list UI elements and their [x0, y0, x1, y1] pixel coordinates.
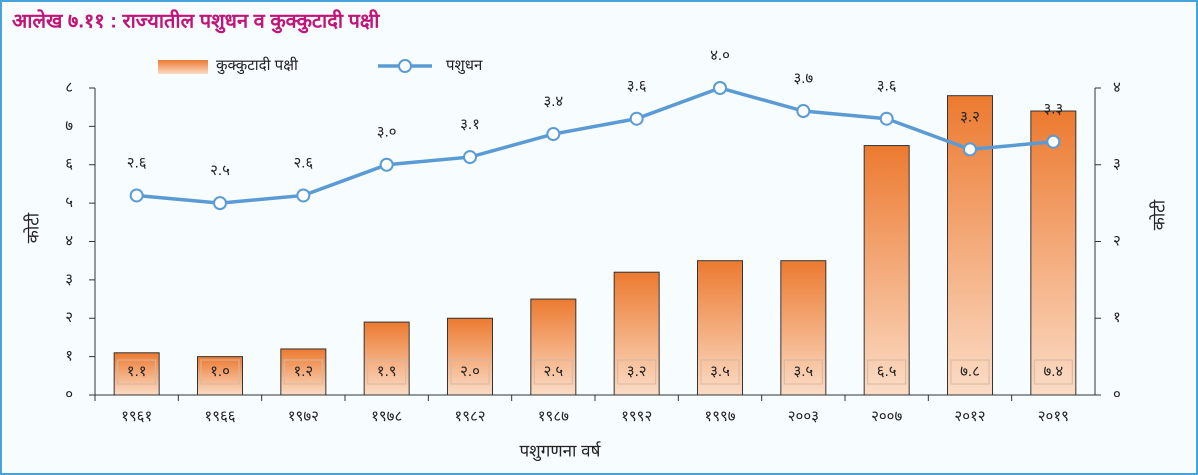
line-value-label: ३.७: [793, 70, 813, 87]
bar-label-box: [450, 359, 490, 385]
bar-label-box: [700, 359, 740, 385]
line-value-label: ३.६: [877, 78, 897, 95]
bar: [613, 271, 660, 396]
legend-label: कुक्कुटादी पक्षी: [216, 56, 299, 75]
y-tick-label: ४: [65, 232, 73, 249]
y2-tick-label: १: [1113, 309, 1121, 326]
bar-value-label: १.९: [377, 363, 397, 380]
line-marker: [629, 111, 644, 126]
line-value-label: ३.३: [1043, 101, 1063, 118]
bar: [697, 260, 743, 396]
y-axis-label: कोटी: [22, 212, 42, 243]
x-tick-label: १९८७: [538, 408, 569, 425]
bar: [947, 95, 993, 396]
y-tick-label: ६: [65, 156, 73, 173]
line-value-label: ३.६: [627, 78, 647, 95]
bar: [363, 321, 410, 396]
bar-value-label: ७.४: [1043, 363, 1063, 380]
x-tick-label: १९७२: [288, 408, 319, 425]
bar-label-box: [367, 359, 407, 385]
x-tick-label: २०१२: [954, 408, 985, 425]
bar-label-box: [617, 359, 657, 385]
legend-swatch: [158, 60, 208, 74]
bar: [447, 317, 493, 396]
y-tick-label: ३: [65, 271, 73, 288]
y2-tick-label: ०: [1113, 386, 1121, 403]
y-tick-label: ०: [65, 386, 73, 403]
line-marker: [296, 188, 311, 203]
y-tick-label: ७: [65, 117, 73, 134]
y-tick-label: १: [65, 348, 73, 365]
y-tick-label: ८: [65, 79, 73, 96]
bar: [197, 356, 243, 396]
x-tick-label: १९७८: [371, 408, 402, 425]
line-value-label: ३.१: [460, 116, 480, 133]
chart-title: आलेख ७.११ : राज्यातील पशुधन व कुक्कुटादी…: [12, 8, 380, 33]
line-marker: [546, 127, 561, 142]
bar-value-label: ३.२: [627, 363, 647, 380]
bar-label-box: [117, 359, 157, 385]
bar-value-label: १.२: [293, 363, 313, 380]
bar-value-label: १.०: [210, 363, 230, 380]
line-marker: [463, 150, 477, 165]
bar-value-label: ३.५: [793, 363, 813, 380]
line-marker: [1046, 134, 1061, 149]
line-value-label: २.५: [210, 162, 230, 179]
y2-tick-label: ३: [1113, 156, 1121, 173]
bar-label-box: [950, 359, 990, 385]
line-value-label: ३.०: [377, 124, 397, 141]
bar-label-box: [200, 359, 240, 385]
line-value-label: २.६: [127, 154, 147, 171]
line-marker: [963, 142, 977, 157]
line-marker: [713, 81, 727, 95]
x-tick-label: १९६६: [204, 408, 235, 425]
x-tick-label: १९९७: [704, 408, 735, 425]
bar-label-box: [1033, 359, 1073, 385]
bar-value-label: ६.५: [877, 363, 897, 380]
bar-value-label: ३.५: [710, 363, 730, 380]
line-marker: [213, 196, 227, 211]
bar-value-label: २.५: [543, 363, 563, 380]
legend-marker: [398, 59, 412, 73]
line-marker: [879, 111, 894, 126]
bar-label-box: [867, 359, 907, 385]
line-value-label: २.६: [293, 154, 313, 171]
y2-tick-label: २: [1113, 232, 1121, 249]
line-value-label: ३.२: [960, 108, 980, 125]
bar: [863, 145, 910, 396]
bar: [780, 260, 827, 396]
bar-value-label: ७.८: [960, 363, 980, 380]
bar: [1030, 110, 1077, 396]
bar-value-label: १.१: [127, 363, 147, 380]
bar: [530, 298, 577, 396]
y2-tick-label: ४: [1113, 79, 1121, 96]
x-tick-label: २००३: [788, 408, 819, 425]
bar-label-box: [533, 359, 573, 385]
line: [136, 86, 1054, 205]
line-value-label: ४.०: [710, 47, 730, 64]
x-tick-label: १९८२: [454, 408, 485, 425]
x-tick-label: २००७: [871, 408, 902, 425]
y-tick-label: २: [65, 309, 73, 326]
y-tick-label: ५: [65, 194, 73, 211]
bar-value-label: २.०: [460, 363, 480, 380]
bar-label-box: [283, 359, 323, 385]
line-marker: [129, 188, 144, 203]
line-marker: [796, 104, 811, 119]
x-tick-label: २०१९: [1038, 408, 1069, 425]
bar: [280, 348, 327, 396]
x-tick-label: १९६१: [121, 408, 152, 425]
y2-axis-label: कोटी: [1148, 199, 1168, 230]
legend-label: पशुधन: [446, 57, 483, 75]
x-axis-label: पशुगणना वर्ष: [520, 440, 602, 461]
line-value-label: ३.४: [543, 93, 563, 110]
x-tick-label: १९९२: [621, 408, 652, 425]
bar-label-box: [783, 359, 823, 385]
line-marker: [379, 157, 394, 172]
